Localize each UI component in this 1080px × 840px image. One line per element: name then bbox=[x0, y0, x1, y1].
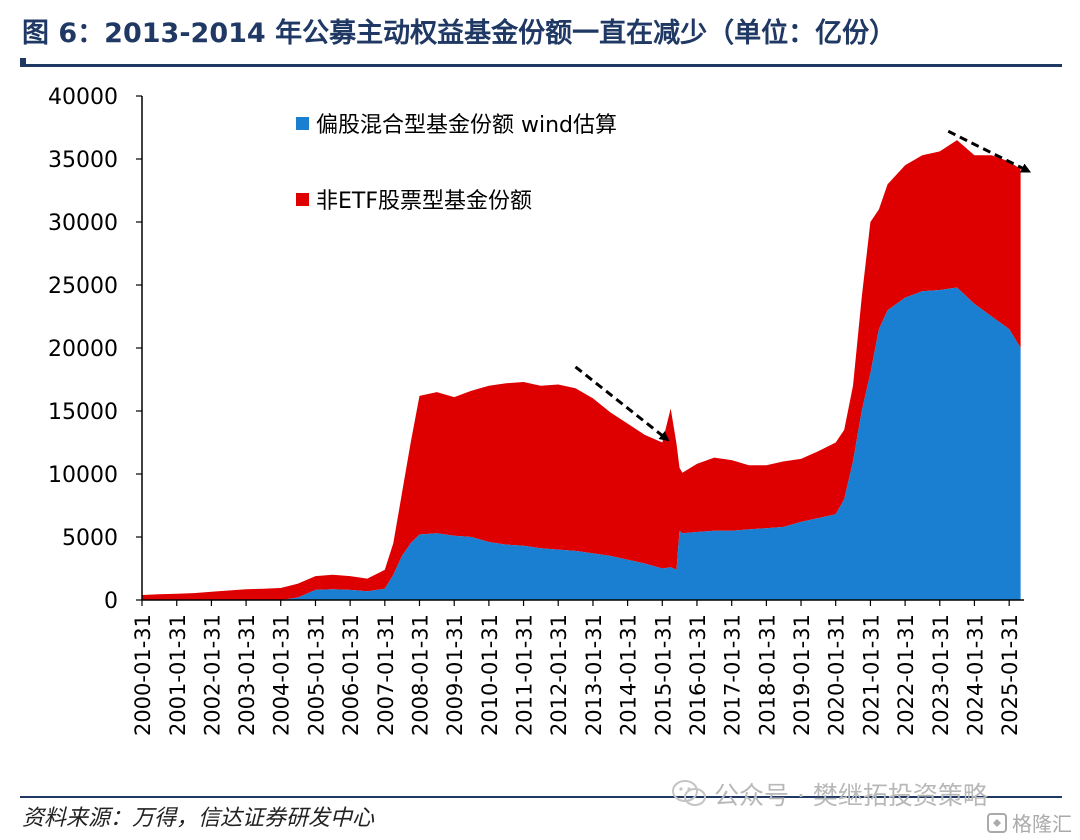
y-tick-label: 10000 bbox=[48, 463, 118, 488]
x-tick-label: 2007-01-31 bbox=[374, 614, 398, 736]
y-tick-label: 30000 bbox=[48, 211, 118, 236]
watermark-text: 公众号 · 樊继拓投资策略 bbox=[714, 781, 988, 810]
axes-layer: 0 5000 10000 15000 20000 25000 30000 35000 40000… bbox=[48, 85, 1024, 736]
x-tick-label: 2009-01-31 bbox=[443, 614, 467, 736]
y-tick-label: 15000 bbox=[48, 400, 118, 425]
footer-rule bbox=[20, 796, 1062, 798]
trend-arrow-2 bbox=[947, 129, 1032, 173]
x-tick-label: 2014-01-31 bbox=[617, 614, 641, 736]
x-tick-label: 2024-01-31 bbox=[963, 614, 987, 736]
watermark: 公众号 · 樊继拓投资策略 bbox=[672, 776, 988, 812]
legend-label: 偏股混合型基金份额 wind估算 bbox=[316, 113, 617, 138]
x-tick-label: 2012-01-31 bbox=[547, 614, 571, 736]
chart-title: 图 6：2013-2014 年公募主动权益基金份额一直在减少（单位：亿份） bbox=[22, 18, 897, 49]
x-tick-label: 2016-01-31 bbox=[686, 614, 710, 736]
x-tick-label: 2010-01-31 bbox=[478, 614, 502, 736]
legend-label: 非ETF股票型基金份额 bbox=[316, 189, 532, 214]
x-tick-label: 2005-01-31 bbox=[304, 614, 328, 736]
x-tick-label: 2020-01-31 bbox=[825, 614, 849, 736]
x-tick-label: 2002-01-31 bbox=[200, 614, 224, 736]
x-tick-label: 2000-01-31 bbox=[131, 614, 155, 736]
title-rule bbox=[20, 64, 1062, 67]
trend-arrow-1 bbox=[574, 365, 670, 442]
source-note: 资料来源：万得，信达证券研发中心 bbox=[22, 806, 375, 831]
annotations-layer bbox=[574, 129, 1032, 442]
x-tick-label: 2022-01-31 bbox=[894, 614, 918, 736]
x-tick-label: 2025-01-31 bbox=[998, 614, 1022, 736]
y-tick-label: 20000 bbox=[48, 337, 118, 362]
y-tick-label: 25000 bbox=[48, 274, 118, 299]
area-series-equity-hybrid-fund bbox=[142, 287, 1021, 600]
x-tick-label: 2008-01-31 bbox=[408, 614, 432, 736]
area-layer bbox=[142, 140, 1021, 600]
x-tick-label: 2001-01-31 bbox=[166, 614, 190, 736]
x-tick-label: 2003-01-31 bbox=[235, 614, 259, 736]
legend-entry-equity-hybrid-fund: 偏股混合型基金份额 wind估算 bbox=[296, 113, 617, 138]
x-tick-label: 2011-01-31 bbox=[513, 614, 537, 736]
corner-badge: 格隆汇 bbox=[986, 808, 1072, 837]
x-tick-label: 2017-01-31 bbox=[721, 614, 745, 736]
y-tick-label: 40000 bbox=[48, 85, 118, 110]
x-tick-label: 2018-01-31 bbox=[755, 614, 779, 736]
x-tick-label: 2019-01-31 bbox=[790, 614, 814, 736]
legend-swatch bbox=[296, 193, 309, 206]
wechat-icon bbox=[672, 780, 706, 806]
logo-icon bbox=[987, 812, 1007, 833]
x-tick-label: 2021-01-31 bbox=[859, 614, 883, 736]
x-tick-label: 2015-01-31 bbox=[651, 614, 675, 736]
legend-swatch bbox=[296, 117, 309, 130]
area-series-non-etf-stock-fund bbox=[142, 140, 1021, 600]
x-tick-label: 2004-01-31 bbox=[270, 614, 294, 736]
stacked-area-chart: 0 5000 10000 15000 20000 25000 30000 35000 40000… bbox=[48, 85, 1032, 736]
title-rule-tick bbox=[20, 58, 26, 64]
y-tick-label: 0 bbox=[104, 589, 118, 614]
x-tick-label: 2023-01-31 bbox=[929, 614, 953, 736]
y-tick-label: 5000 bbox=[62, 526, 118, 551]
legend-entry-non-etf-stock-fund: 非ETF股票型基金份额 bbox=[296, 189, 532, 214]
corner-badge-text: 格隆汇 bbox=[1012, 812, 1072, 836]
x-tick-label: 2013-01-31 bbox=[582, 614, 606, 736]
x-tick-label: 2006-01-31 bbox=[339, 614, 363, 736]
y-tick-label: 35000 bbox=[48, 148, 118, 173]
